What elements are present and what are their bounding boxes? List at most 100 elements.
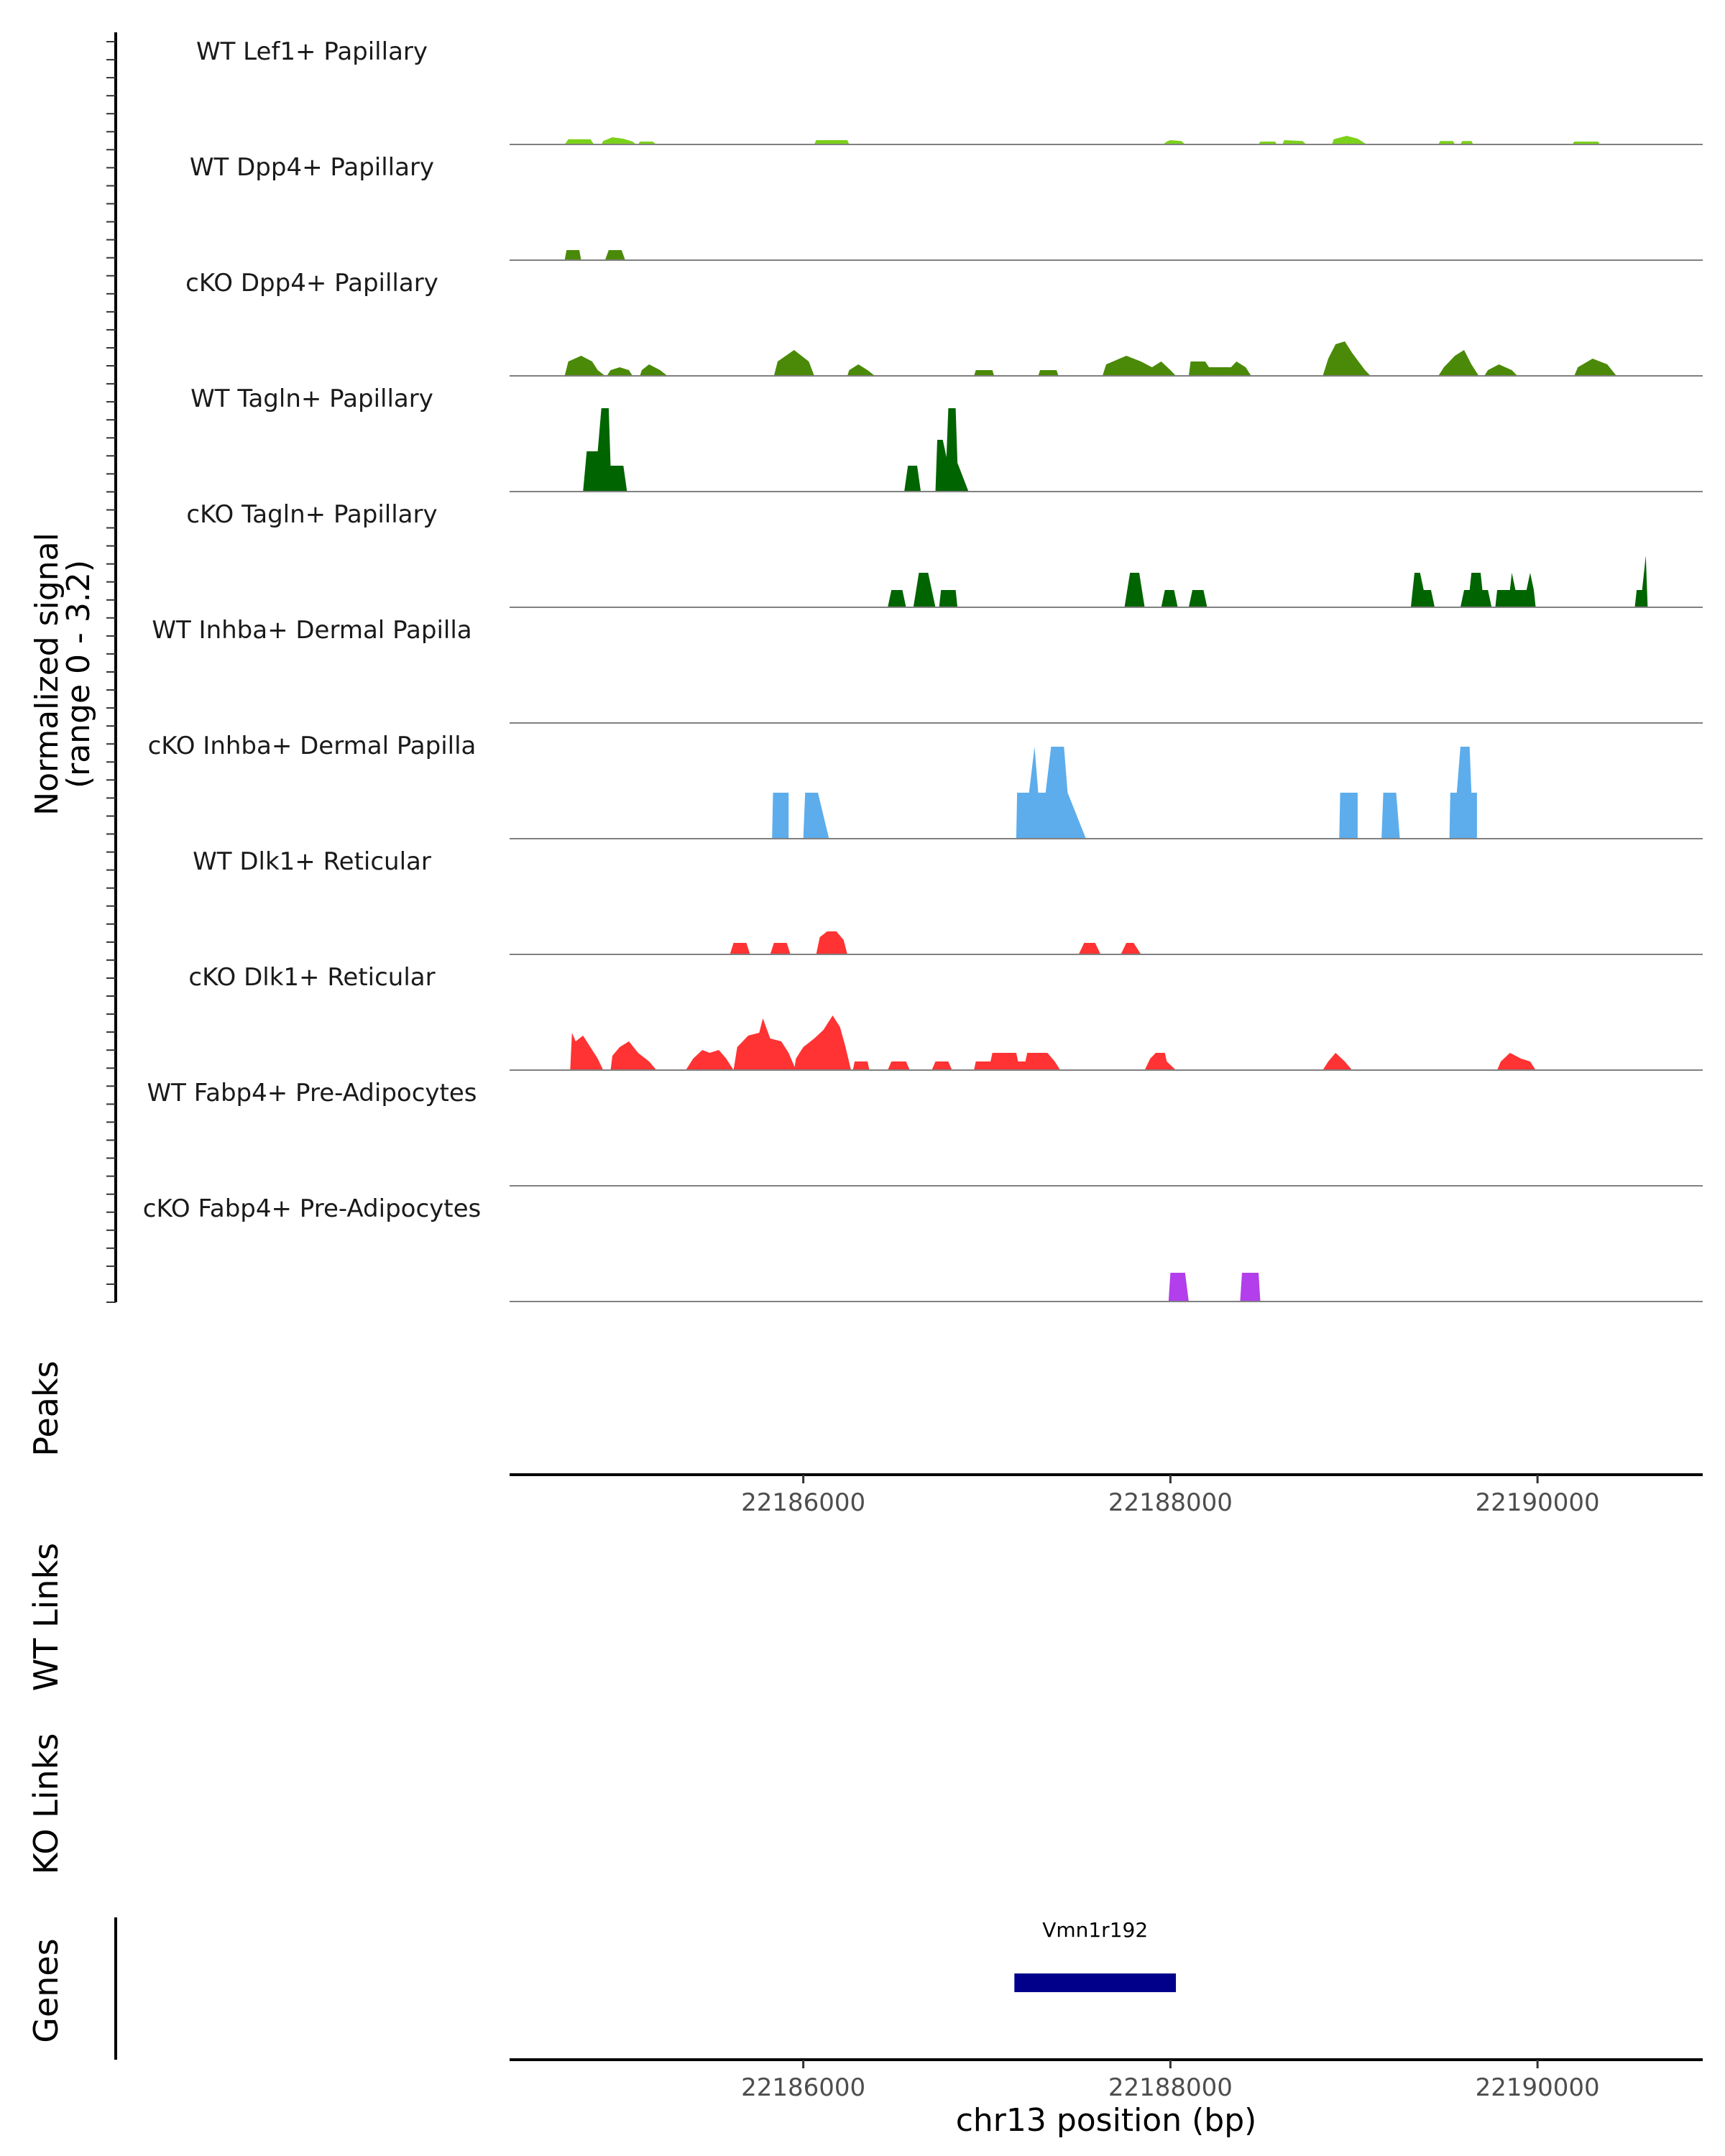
signal-y-axis-ticks [106,41,116,1303]
x-tick-label: 22186000 [741,1488,865,1517]
track: WT Inhba+ Dermal Papilla [152,616,1703,724]
track-label: WT Dpp4+ Papillary [190,153,434,182]
x-tick-label: 22186000 [741,2073,865,2102]
track: WT Lef1+ Papillary [196,37,1703,145]
coverage-peak [1078,943,1101,954]
coverage-peak [803,793,829,839]
coverage-peak [888,590,906,607]
gene-label: Vmn1r192 [1042,1918,1148,1942]
coverage-peak [1168,1273,1189,1302]
coverage-peak [1484,364,1518,376]
coverage-peak [939,590,958,607]
coverage-peak [1460,141,1473,144]
signal-y-axis-range: (range 0 - 3.2) [60,560,97,788]
coverage-peak [1497,1053,1536,1070]
coverage-peak [1339,793,1358,839]
peaks-panel-label: Peaks [27,1360,65,1456]
x-tick-label: 22188000 [1108,2073,1233,2102]
coverage-peak [583,408,627,492]
coverage-peak [1161,590,1178,607]
coverage-peak [610,1041,657,1070]
track: cKO Dpp4+ Papillary [185,269,1703,377]
coverage-peak [1381,793,1400,839]
coverage-peak [1438,350,1479,376]
track-label: WT Fabp4+ Pre-Adipocytes [147,1079,477,1107]
track: cKO Dlk1+ Reticular [188,963,1703,1071]
track: cKO Fabp4+ Pre-Adipocytes [143,1194,1703,1302]
x-tick-label: 22188000 [1108,1488,1233,1517]
genes-x-axis-ticks: 22186000 22188000 22190000 [741,2060,1600,2102]
track: cKO Inhba+ Dermal Papilla [148,732,1703,839]
track: WT Dpp4+ Papillary [190,153,1703,261]
coverage-peak [1332,136,1367,144]
coverage-peak [1188,590,1208,607]
coverage-peak [1016,747,1086,839]
coverage-peak [564,356,605,376]
coverage-peak [770,943,791,954]
coverage-peak [772,793,789,839]
coverage-peak [1144,1053,1176,1070]
coverage-peak [1460,573,1492,607]
coverage-peak [733,1018,796,1070]
track: WT Fabp4+ Pre-Adipocytes [147,1079,1703,1187]
coverage-peak [974,370,995,376]
coverage-peak [1634,556,1648,607]
wt-links-panel-label: WT Links [27,1543,65,1691]
x-tick-label: 22190000 [1476,2073,1600,2102]
coverage-peak [1410,573,1435,607]
coverage-peak [1449,747,1477,839]
coverage-peak [852,1061,870,1070]
track: cKO Tagln+ Papillary [186,500,1703,608]
track-label: WT Tagln+ Papillary [190,384,433,413]
coverage-peak [816,931,847,954]
coverage-peak [686,1050,734,1070]
track-label: WT Dlk1+ Reticular [193,847,431,876]
coverage-peak [904,466,921,492]
coverage-peak [935,408,969,492]
coverage-peak [1124,573,1145,607]
coverage-peak [601,137,637,144]
track-label: cKO Dlk1+ Reticular [188,963,435,992]
coverage-peak [932,1061,952,1070]
signal-y-axis-title: Normalized signal [29,533,65,816]
coverage-peak [1163,140,1185,144]
ko-links-panel-label: KO Links [27,1733,65,1875]
coverage-peak [1322,1053,1353,1070]
coverage-peak [1322,341,1371,376]
coverage-peak [773,350,814,376]
gene-annotations: Vmn1r192 [1014,1918,1177,1992]
coverage-peak [794,1015,851,1070]
coverage-peak [640,364,668,376]
coverage-peak [913,573,936,607]
track-label: WT Lef1+ Papillary [196,37,428,66]
coverage-peak [1495,573,1536,607]
coverage-peak [1240,1273,1261,1302]
coverage-peak [814,140,850,144]
coverage-peak [570,1033,604,1070]
x-axis-title: chr13 position (bp) [956,2102,1257,2139]
coverage-peak [1121,943,1141,954]
coverage-peak [564,139,594,144]
coverage-peak [564,250,581,260]
coverage-peak [604,250,625,260]
peaks-x-axis-ticks: 22186000 22188000 22190000 [741,1475,1600,1517]
genes-panel-label: Genes [27,1938,65,2042]
signal-tracks: WT Lef1+ Papillary WT Dpp4+ Papillary cKO … [143,37,1703,1302]
track-label: cKO Dpp4+ Papillary [185,269,438,298]
track: WT Dlk1+ Reticular [193,847,1703,955]
coverage-peak [847,364,875,376]
coverage-peak [607,367,633,376]
coverage-peak [1438,141,1455,144]
track: WT Tagln+ Papillary [190,384,1703,492]
coverage-peak [1282,140,1307,144]
coverage-peak [974,1053,1061,1070]
track-label: cKO Inhba+ Dermal Papilla [148,732,477,760]
coverage-peak [888,1061,910,1070]
coverage-peak [1574,359,1616,376]
coverage-peak [1038,370,1059,376]
coverage-peak [1102,356,1176,376]
x-tick-label: 22190000 [1476,1488,1600,1517]
coverage-peak [1188,361,1251,376]
